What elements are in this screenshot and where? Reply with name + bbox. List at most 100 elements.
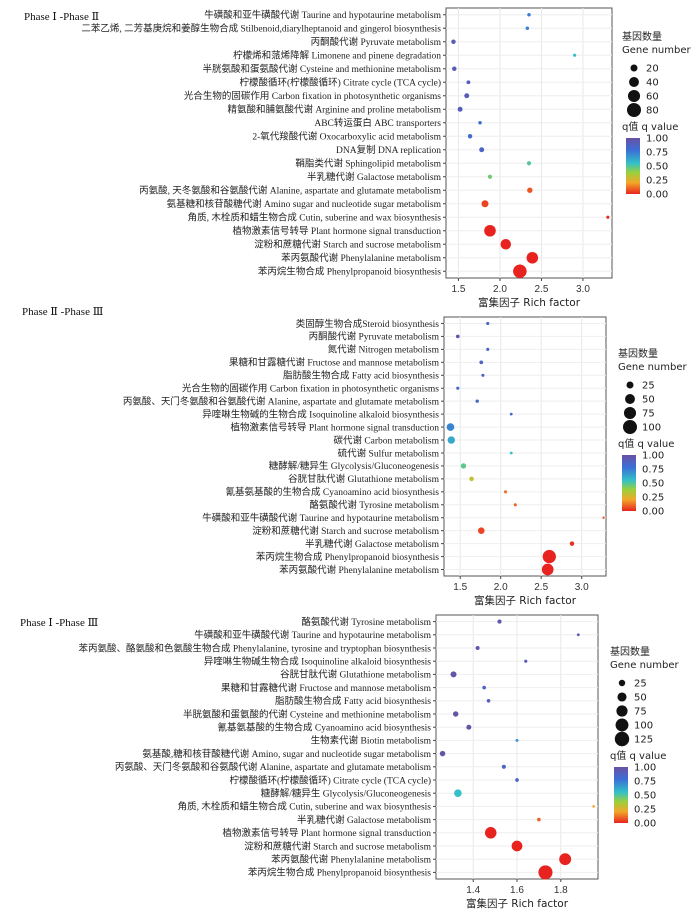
y-tick-label: 牛磺酸和亚牛磺酸代谢 Taurine and hypotaurine metab… (194, 629, 431, 641)
legend-size-label: 75 (634, 707, 647, 718)
chart-title: Phase Ⅱ -Phase Ⅲ (22, 306, 103, 318)
legend-colorbar-label: 1.00 (634, 763, 656, 774)
y-tick-label: 丙酮酸代谢 Pyruvate metabolism (311, 36, 442, 48)
y-tick-label: 柠檬酸循环(柠檬酸循环) Citrate cycle (TCA cycle) (239, 77, 441, 89)
y-tick-label: 异喹啉生物碱的生物合成 Isoquinoline alkaloid biosyn… (202, 408, 439, 420)
legend-colorbar-label: 0.75 (642, 465, 664, 476)
legend-colorbar-label: 1.00 (642, 451, 664, 462)
data-point (526, 251, 539, 264)
data-point (467, 134, 473, 139)
data-point (481, 373, 485, 377)
data-point (479, 360, 484, 365)
y-tick-label: 鞘脂类代谢 Sphingolipid metabolism (295, 158, 441, 170)
y-tick-label: 光合生物的固碳作用 Carbon fixation in photosynthe… (184, 90, 441, 102)
legend-colorbar-label: 0.00 (646, 190, 668, 201)
y-tick-label: 植物激素信号转导 Plant hormone signal transducti… (231, 421, 440, 433)
legend-colorbar (614, 767, 628, 823)
legend-size-label: 100 (642, 423, 661, 434)
x-tick-label: 1.8 (554, 885, 568, 896)
legend-size-key (617, 692, 627, 702)
y-tick-label: 氰基氨基酸的生物合成 Cyanoamino acid biosynthesis (226, 486, 440, 498)
y-tick-label: 精氨酸和脯氨酸代谢 Arginine and proline metabolis… (227, 104, 441, 116)
y-tick-label: 丙氨酸、天门冬氨酸和谷氨酸代谢 Alanine, aspartate and g… (123, 395, 440, 407)
y-tick-label: 谷胱甘肽代谢 Glutathione metabolism (288, 473, 440, 485)
data-point (501, 764, 506, 769)
x-tick-label: 2.5 (534, 284, 548, 295)
data-point (527, 187, 533, 193)
legend-size-label: 25 (634, 679, 647, 690)
data-point (576, 633, 580, 637)
y-tick-label: 苯丙烷生物合成 Phenylpropanoid biosynthesis (256, 551, 439, 563)
data-point (439, 750, 446, 757)
data-point (541, 563, 554, 576)
data-point (513, 264, 527, 279)
data-point (481, 200, 489, 208)
chart-panel-3: Phase Ⅰ -Phase Ⅲ 酪氨酸代谢 Tyrosine metabolis… (20, 614, 679, 910)
y-tick-label: 半乳糖代谢 Galactose metabolism (305, 538, 440, 550)
x-tick-label: 2.0 (494, 582, 508, 593)
legend-colorbar-label: 0.00 (634, 819, 656, 830)
data-point (478, 121, 482, 125)
data-point (454, 789, 462, 798)
data-point (592, 805, 595, 808)
legend-size-label: 100 (634, 721, 653, 732)
y-tick-label: 半乳糖代谢 Galactose metabolism (307, 171, 442, 183)
y-tick-label: 二苯乙烯, 二芳基庚烷和姜醇生物合成 Stilbenoid,diarylhept… (81, 23, 441, 35)
legend-size-label: 50 (634, 693, 647, 704)
data-point (569, 541, 575, 546)
chart-title: Phase Ⅰ -Phase Ⅱ (24, 11, 99, 23)
data-point (486, 698, 491, 703)
data-point (460, 463, 467, 469)
data-point (457, 106, 463, 112)
legend-size-key (614, 731, 630, 747)
chart-panel-2: Phase Ⅱ -Phase Ⅲ 类固醇生物合成Steroid biosynthe… (22, 306, 687, 607)
y-tick-label: 硫代谢 Sulfur metabolism (338, 447, 440, 459)
data-point (469, 476, 474, 482)
chart-panel-1: Phase Ⅰ -Phase Ⅱ 牛磺酸和亚牛磺酸代谢 Taurine and h… (24, 7, 691, 309)
plot-frame (443, 316, 607, 577)
y-tick-label: 酪氨酸代谢 Tyrosine metabolism (309, 499, 439, 511)
y-tick-label: 丙酮酸代谢 Pyruvate metabolism (309, 331, 440, 343)
data-point (515, 738, 519, 742)
data-point (486, 321, 490, 326)
chart-title: Phase Ⅰ -Phase Ⅲ (20, 617, 98, 629)
x-tick-label: 2.5 (534, 582, 548, 593)
data-point (475, 399, 479, 403)
data-point (515, 778, 519, 782)
legend-size-label: 60 (646, 92, 659, 103)
y-tick-label: 半胱氨酸和蛋氨酸的代谢 Cysteine and methionine meta… (183, 708, 432, 720)
legend-color-title: q值 q value (610, 749, 666, 762)
legend-size-label: 80 (646, 106, 659, 117)
x-tick-label: 3.0 (576, 284, 590, 295)
legend-color-title: q值 q value (622, 120, 678, 133)
legend-colorbar-label: 0.25 (646, 176, 668, 187)
y-tick-label: 光合生物的固碳作用 Carbon fixation in photosynthe… (182, 383, 439, 395)
data-point (509, 451, 513, 455)
y-tick-label: 半乳糖代谢 Galactose metabolism (297, 814, 432, 826)
legend-colorbar (622, 455, 636, 511)
legend-size-label: 75 (642, 409, 655, 420)
y-tick-label: 脂肪酸生物合成 Fatty acid biosynthesis (283, 370, 439, 382)
legend-size-subtitle: Gene number (610, 660, 679, 671)
data-point (452, 66, 457, 71)
data-point (602, 516, 605, 519)
y-tick-label: 酪氨酸代谢 Tyrosine metabolism (301, 616, 431, 628)
y-tick-label: 淀粉和蔗糖代谢 Starch and sucrose metabolism (244, 840, 431, 852)
x-tick-label: 1.5 (451, 284, 465, 295)
data-point (500, 239, 512, 250)
x-tick-label: 1.5 (453, 582, 467, 593)
legend-size-label: 25 (642, 381, 655, 392)
y-tick-label: 生物素代谢 Biotin metabolism (311, 735, 432, 747)
data-point (484, 827, 497, 839)
legend-colorbar-label: 1.00 (646, 134, 668, 145)
legend-size-key (616, 705, 628, 717)
data-point (524, 659, 528, 663)
legend-size-key (626, 381, 634, 389)
data-point (482, 685, 486, 690)
x-tick-label: 2.0 (493, 284, 507, 295)
y-tick-label: 角质, 木栓质和蜡生物合成 Cutin, suberine and wax bi… (178, 801, 432, 813)
y-tick-label: ABC转运蛋白 ABC transporters (314, 117, 441, 129)
data-point (526, 161, 532, 166)
data-point (486, 347, 490, 351)
